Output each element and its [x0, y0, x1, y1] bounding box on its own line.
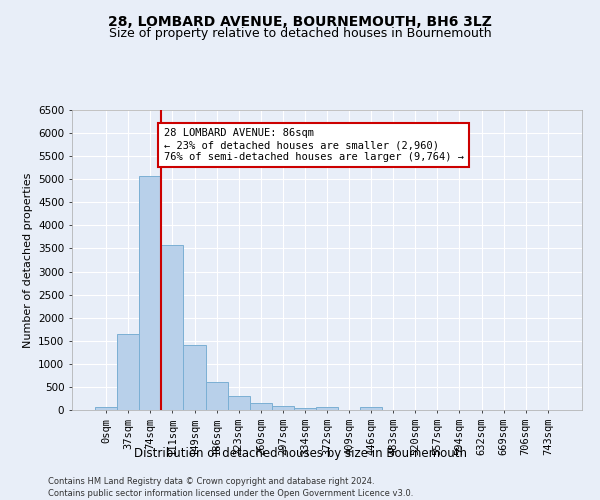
Text: Contains public sector information licensed under the Open Government Licence v3: Contains public sector information licen… [48, 489, 413, 498]
Bar [95, 406, 117, 410]
Bar [272, 406, 294, 410]
Bar [227, 396, 250, 410]
Bar [206, 382, 227, 410]
Y-axis label: Number of detached properties: Number of detached properties [23, 172, 32, 348]
Bar [139, 176, 161, 410]
Text: 28, LOMBARD AVENUE, BOURNEMOUTH, BH6 3LZ: 28, LOMBARD AVENUE, BOURNEMOUTH, BH6 3LZ [108, 15, 492, 29]
Bar [117, 334, 139, 410]
Bar [161, 245, 184, 410]
Bar [184, 346, 206, 410]
Text: 28 LOMBARD AVENUE: 86sqm
← 23% of detached houses are smaller (2,960)
76% of sem: 28 LOMBARD AVENUE: 86sqm ← 23% of detach… [164, 128, 464, 162]
Bar [316, 407, 338, 410]
Text: Contains HM Land Registry data © Crown copyright and database right 2024.: Contains HM Land Registry data © Crown c… [48, 478, 374, 486]
Text: Distribution of detached houses by size in Bournemouth: Distribution of detached houses by size … [133, 448, 467, 460]
Text: Size of property relative to detached houses in Bournemouth: Size of property relative to detached ho… [109, 28, 491, 40]
Bar [250, 403, 272, 410]
Bar [360, 407, 382, 410]
Bar [294, 408, 316, 410]
